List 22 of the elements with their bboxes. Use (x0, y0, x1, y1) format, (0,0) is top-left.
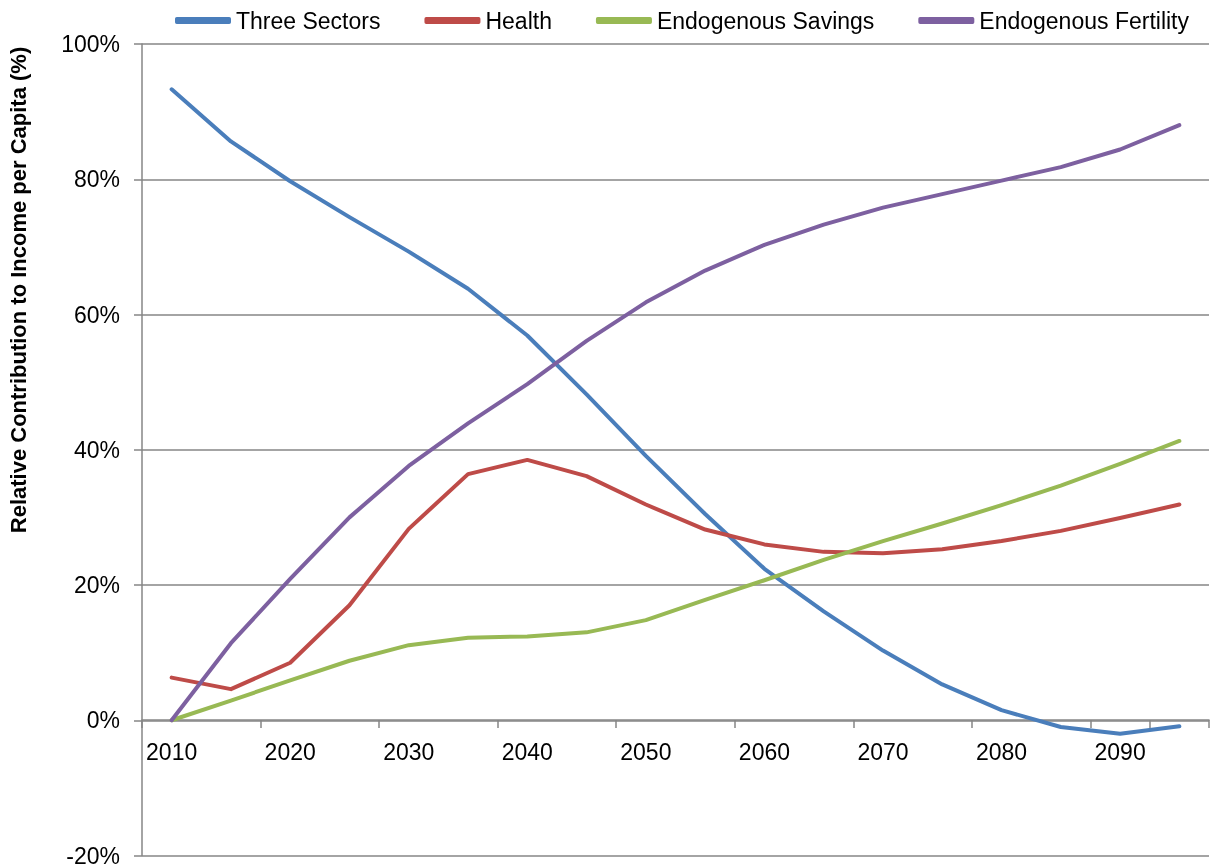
legend-label: Health (485, 7, 552, 34)
x-tick-label: 2080 (975, 738, 1028, 765)
y-tick-label: 60% (73, 301, 120, 328)
y-axis-title: Relative Contribution to Income per Capita (%) (5, 46, 31, 534)
x-tick-label: 2040 (501, 738, 553, 765)
y-tick-label: 20% (73, 572, 120, 598)
x-tick-label: 2060 (738, 738, 790, 765)
x-tick-label: 2010 (146, 738, 198, 765)
y-tick-label: 0% (86, 707, 120, 734)
x-tick-label: 2050 (620, 738, 672, 765)
y-tick-label: 100% (61, 31, 120, 57)
y-tick-label: -20% (66, 842, 120, 867)
x-tick-label: 2020 (264, 738, 316, 765)
x-tick-label: 2030 (383, 738, 435, 765)
line-series (169, 457, 1182, 692)
y-tick-label: 40% (73, 436, 120, 463)
legend-label: Endogenous Fertility (979, 7, 1190, 34)
x-tick-label: 2070 (857, 738, 909, 765)
legend-label: Endogenous Savings (656, 7, 875, 34)
y-tick-label: 80% (73, 166, 120, 193)
x-tick-label: 2090 (1094, 738, 1146, 765)
legend-label: Three Sectors (236, 7, 381, 34)
